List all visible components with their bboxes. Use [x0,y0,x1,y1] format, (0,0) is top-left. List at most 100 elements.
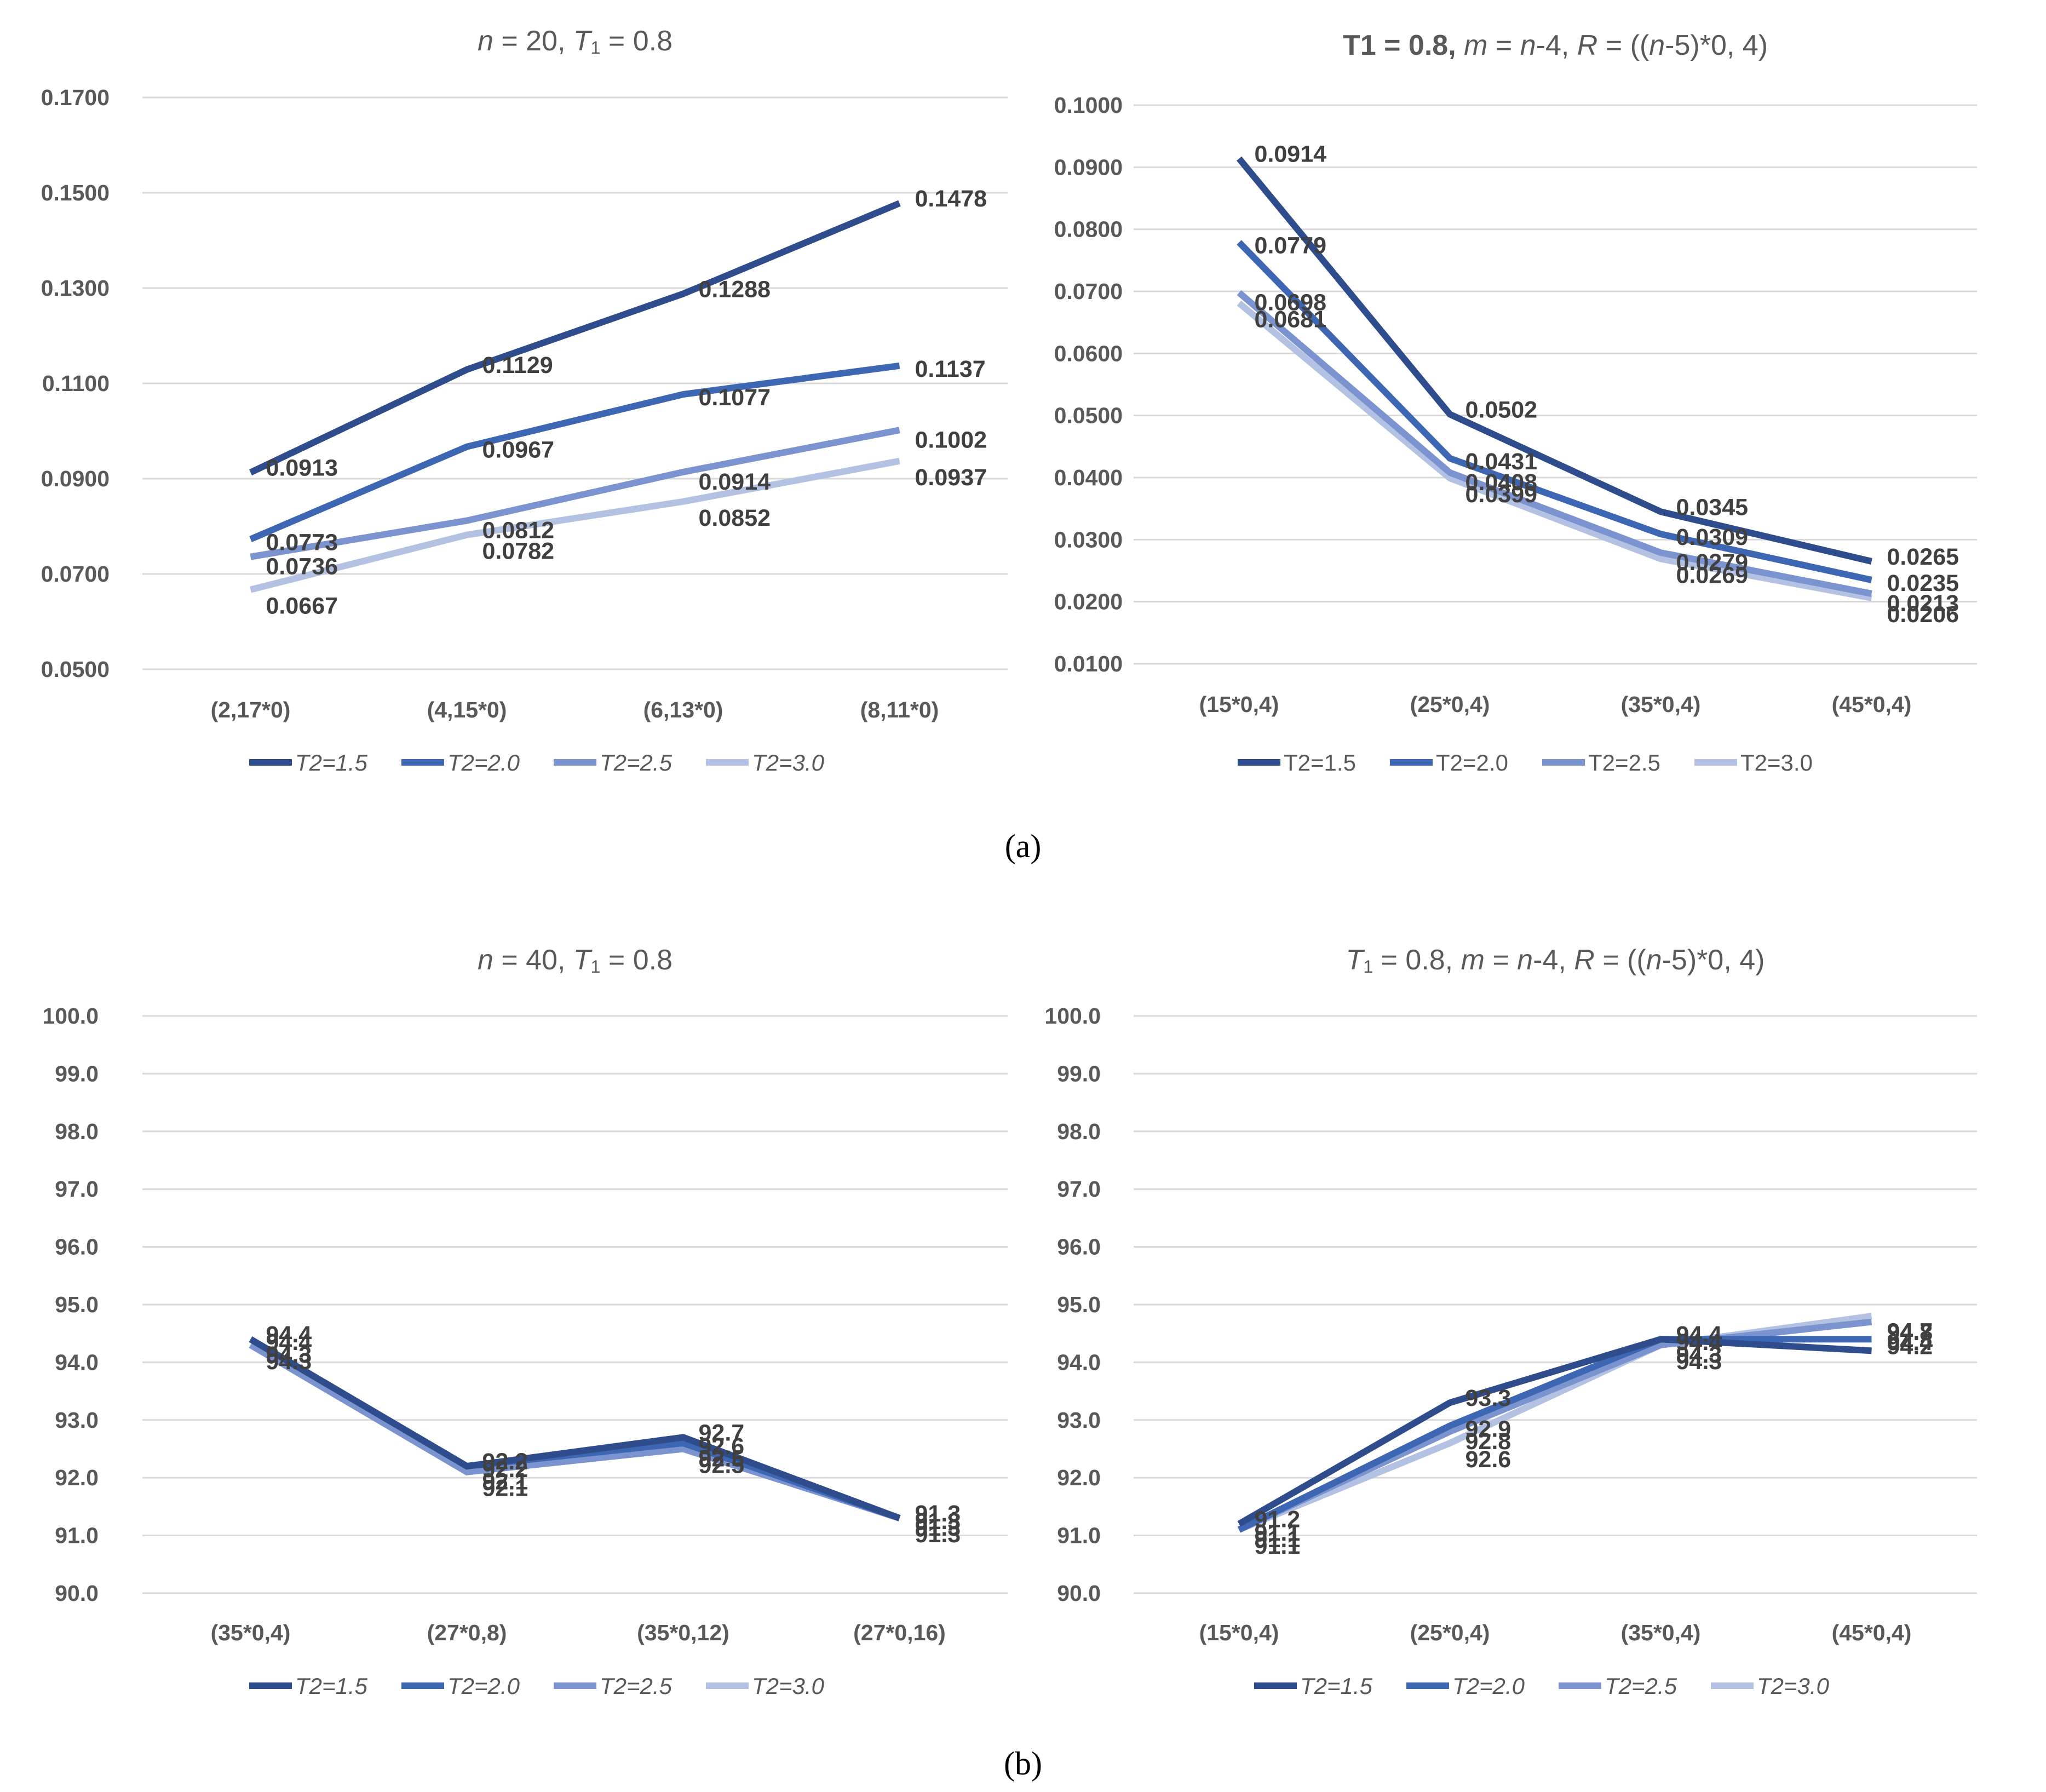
legend-label: T2=1.5 [1300,1673,1373,1699]
legend-label: T2=1.5 [1284,750,1356,776]
data-label: 0.0852 [699,505,771,531]
data-label: 0.0812 [482,518,555,544]
y-tick-label: 0.0900 [1054,154,1123,180]
data-label: 0.0235 [1887,570,1959,596]
legend-label: T2=2.5 [600,1673,673,1699]
data-label: 92.6 [699,1433,745,1460]
data-label: 0.0431 [1465,449,1538,475]
data-label: 0.0773 [266,529,338,555]
legend-label: T2=3.0 [752,750,825,776]
legend-label: T2=2.0 [1452,1673,1525,1699]
x-category-label: (35*0,12) [637,1620,729,1645]
title-part: T [1346,944,1365,976]
title-part: R [1577,30,1598,61]
data-label: 0.0399 [1465,481,1538,508]
y-tick-label: 90.0 [55,1581,99,1606]
x-category-label: (2,17*0) [211,697,291,722]
y-tick-label: 0.0900 [41,466,110,491]
title-part: m [1464,30,1487,61]
x-category-label: (35*0,4) [1621,692,1701,717]
y-tick-label: 91.0 [1057,1523,1101,1548]
data-label: 94.4 [1676,1322,1722,1348]
title-part: -5)*0, 4) [1665,30,1768,61]
y-tick-label: 0.1500 [41,180,110,205]
data-label: 0.0681 [1255,307,1327,333]
data-label: 0.1137 [915,356,986,382]
title-part: n [478,25,493,57]
y-tick-label: 90.0 [1057,1581,1101,1606]
title-part: 1 [591,957,601,977]
series-line-T2-1-5 [1236,156,1872,565]
panel-b-right: T1 = 0.8, m = n-4, R = ((n-5)*0, 4) 90.0 9… [1044,944,1977,1699]
y-tick-label: 91.0 [55,1523,99,1548]
title-part: 1 [1363,957,1373,977]
x-category-label: (15*0,4) [1199,1620,1279,1645]
caption-b: (b) [1004,1745,1042,1782]
data-label: 91.3 [915,1508,961,1535]
y-tick-label: 0.1300 [41,275,110,301]
data-label: 94.4 [1676,1329,1722,1356]
series-line-T2-3-0 [250,457,900,593]
title-part: -4, [1533,944,1574,976]
data-label: 94.8 [1887,1319,1933,1346]
title-part: = (( [1597,30,1650,61]
y-tick-label: 0.1700 [41,85,110,110]
y-tick-label: 97.0 [55,1176,99,1202]
x-category-label: (4,15*0) [427,697,507,722]
data-label: 0.1288 [699,276,771,302]
caption-a: (a) [1005,828,1042,864]
series-line-T2-1-5 [249,200,901,476]
data-label: 91.2 [1255,1507,1301,1533]
legend-label: T2=2.5 [600,750,673,776]
chart-title: n = 20, T1 = 0.8 [478,25,673,58]
title-part: -4, [1536,30,1577,61]
data-label: 94.3 [1676,1342,1722,1368]
y-tick-label: 100.0 [1044,1003,1101,1029]
panel-a-right: T1 = 0.8, m = n-4, R = ((n-5)*0, 4)0.010… [1054,30,1977,776]
legend-label: T2=2.0 [447,1673,520,1699]
y-tick-label: 99.0 [1057,1061,1101,1086]
y-tick-label: 0.0600 [1054,341,1123,366]
y-tick-label: 92.0 [55,1465,99,1490]
data-label: 94.4 [266,1322,312,1348]
data-label: 0.1077 [699,384,771,411]
chart-title: T1 = 0.8, m = n-4, R = ((n-5)*0, 4) [1346,944,1765,977]
data-label: 0.0698 [1255,289,1327,315]
series-line-T2-2-0 [1237,240,1872,583]
data-label: 0.0265 [1887,544,1959,570]
data-label: 92.7 [699,1420,745,1446]
y-tick-label: 0.0200 [1054,589,1123,614]
data-label: 92.1 [482,1475,528,1502]
panel-a-left: n = 20, T1 = 0.8 0.0500 0.0700 0.0900 0.1100… [41,25,1008,776]
data-label: 94.3 [1676,1348,1722,1375]
series-line-T2-2-5 [250,427,900,560]
title-part: = 0.8, [1373,944,1461,976]
data-label: 92.8 [1465,1428,1511,1455]
series-line-T2-2-0 [1237,1336,1872,1533]
y-tick-label: 94.0 [55,1349,99,1375]
data-label: 0.0782 [482,538,555,565]
y-tick-label: 92.0 [1057,1465,1101,1490]
data-label: 0.0309 [1676,524,1749,550]
title-part: n [1520,30,1536,61]
x-category-label: (45*0,4) [1832,692,1912,717]
data-label: 91.3 [915,1501,961,1527]
y-tick-label: 0.0700 [41,561,110,587]
data-label: 0.0667 [266,593,338,619]
legend-label: T2=3.0 [1757,1673,1830,1699]
x-category-label: (27*0,16) [853,1620,946,1645]
y-tick-label: 0.0700 [1054,279,1123,304]
data-label: 0.0345 [1676,494,1749,520]
y-tick-label: 0.0300 [1054,527,1123,552]
legend-label: T2=2.0 [447,750,520,776]
data-label: 91.1 [1255,1526,1301,1553]
data-label: 0.1129 [482,352,553,378]
series-line-T2-1-5 [1237,1336,1872,1527]
series-line-T2-3-0 [1237,300,1872,601]
y-tick-label: 97.0 [1057,1176,1101,1202]
title-part: = 20, [493,25,573,57]
data-label: 92.1 [482,1469,528,1495]
data-label: 0.0206 [1887,601,1959,628]
data-label: 92.5 [699,1452,745,1479]
